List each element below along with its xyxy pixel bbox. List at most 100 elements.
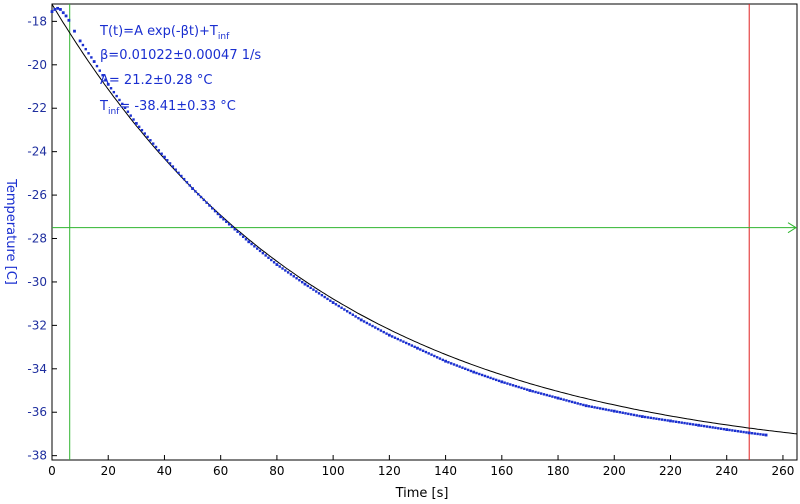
data-point-dense [649, 416, 653, 420]
data-point-dense [289, 273, 293, 276]
data-point-dense [587, 405, 591, 408]
data-point-dense [317, 292, 321, 295]
data-point-dense [759, 433, 762, 436]
data-point-dense [152, 142, 155, 145]
data-point-dense [466, 368, 470, 372]
x-tick-label: 140 [434, 464, 457, 478]
y-tick-label: -30 [27, 275, 47, 289]
data-point-dense [233, 228, 236, 231]
svg-text:Tinf= -38.41±0.33 °C: Tinf= -38.41±0.33 °C [99, 99, 236, 117]
data-point-dense [680, 421, 683, 424]
x-tick-label: 200 [603, 464, 626, 478]
data-point-dense [438, 357, 442, 360]
data-point [725, 428, 729, 431]
data-point-dense [539, 392, 543, 395]
x-axis-ticks: 0 20 40 60 80 100 120 140 160 180 200 220 240 260 [48, 455, 794, 478]
data-point-dense [239, 233, 242, 236]
data-point-dense [562, 398, 565, 401]
data-point-dense [270, 258, 273, 262]
data-point-dense [576, 402, 579, 405]
data-point [64, 14, 68, 18]
x-tick-label: 40 [157, 464, 172, 478]
plot-frame [51, 3, 798, 461]
data-point-dense [627, 412, 630, 416]
data-point [61, 11, 65, 15]
data-point-dense [464, 367, 467, 370]
data-point-dense [478, 372, 481, 376]
data-point-dense [610, 409, 613, 412]
data-point-dense [315, 290, 318, 293]
data-point-dense [604, 408, 608, 411]
data-point-dense [646, 416, 650, 419]
data-point [500, 380, 504, 384]
svg-text:T(t)=A exp(-βt)+Tinf: T(t)=A exp(-βt)+Tinf [99, 24, 230, 42]
data-point-dense [250, 242, 253, 246]
data-point-dense [104, 78, 107, 81]
data-point-dense [230, 225, 234, 228]
data-point-dense [537, 391, 540, 394]
y-tick-label: -22 [27, 101, 47, 115]
data-point [92, 60, 96, 63]
data-point-dense [326, 297, 329, 301]
data-point-dense [202, 198, 206, 202]
data-point-dense [683, 421, 686, 425]
data-point-dense [157, 149, 161, 152]
data-point-dense [427, 352, 430, 355]
data-point-dense [292, 275, 295, 278]
data-point-dense [573, 401, 577, 404]
data-point-dense [168, 162, 172, 165]
data-point-dense [129, 114, 132, 117]
data-point-dense [435, 356, 439, 359]
data-point [331, 301, 335, 304]
data-point-dense [109, 87, 113, 90]
y-tick-label: -32 [27, 318, 47, 332]
y-tick-label: -34 [27, 362, 47, 376]
data-point-dense [441, 358, 444, 362]
data-point-dense [568, 399, 571, 403]
data-point-dense [615, 410, 619, 413]
data-point-dense [354, 315, 357, 318]
data-point-dense [264, 254, 267, 257]
data-point-dense [731, 429, 734, 432]
data-point-dense [424, 350, 428, 354]
data-point-dense [469, 369, 473, 373]
data-point-dense [554, 396, 557, 399]
data-point-dense [301, 280, 304, 284]
data-point-dense [284, 269, 287, 272]
data-point-dense [216, 212, 220, 216]
data-point-dense [677, 421, 681, 424]
data-point [612, 409, 616, 413]
data-point-dense [663, 418, 667, 422]
y-tick-label: -26 [27, 188, 47, 202]
data-point-dense [523, 387, 526, 390]
data-point-dense [410, 344, 414, 347]
data-point-dense [666, 419, 669, 422]
data-point-dense [225, 220, 228, 223]
data-point-dense [643, 415, 647, 419]
data-point-dense [123, 106, 127, 109]
data-point-dense [559, 397, 563, 401]
data-point-dense [548, 394, 551, 398]
data-point-dense [312, 288, 315, 291]
data-point-dense [171, 165, 175, 168]
data-point-dense [402, 340, 405, 343]
data-point-dense [742, 430, 745, 434]
data-point-dense [348, 311, 352, 315]
data-point-dense [480, 373, 484, 377]
annotation-tinf-sub: inf [108, 107, 120, 117]
data-point-dense [371, 324, 374, 328]
data-point-dense [514, 384, 518, 388]
annotation-tinf-value: = -38.41±0.33 °C [119, 99, 235, 114]
data-point-dense [565, 399, 568, 402]
data-point-dense [379, 329, 383, 332]
data-points [50, 6, 768, 437]
data-point-dense [638, 414, 641, 418]
x-tick-label: 260 [771, 464, 794, 478]
data-point-dense [98, 69, 101, 72]
data-point-dense [177, 171, 180, 175]
y-axis-title: Temperature [C] [3, 178, 18, 285]
data-point-dense [534, 390, 537, 394]
data-point-dense [717, 427, 720, 430]
data-point-dense [503, 381, 506, 384]
